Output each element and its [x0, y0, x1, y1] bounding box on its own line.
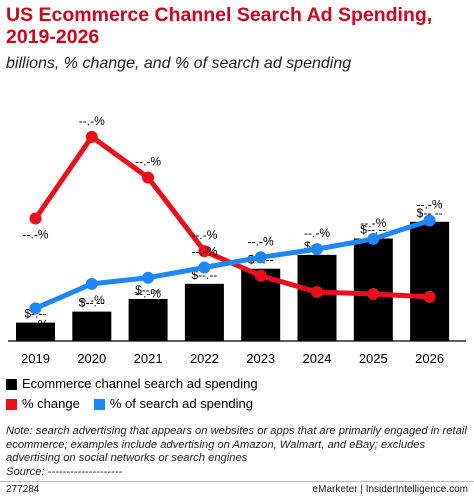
share-point-2020	[85, 277, 98, 290]
bar-2022	[184, 283, 224, 341]
change-point-2025	[367, 288, 380, 301]
share-label-2019: --.-%	[23, 317, 49, 331]
legend-label-share: % of search ad spending	[109, 396, 253, 411]
share-point-2023	[254, 251, 267, 264]
change-label-2021: --.-%	[135, 155, 161, 169]
share-label-2026: --.-%	[417, 198, 443, 212]
bar-label-2025: $--.--	[360, 223, 386, 237]
x-tick-2024: 2024	[303, 351, 332, 366]
chart-title: US Ecommerce Channel Search Ad Spending,…	[6, 4, 433, 48]
chart-note: Note: search advertising that appears on…	[6, 425, 468, 479]
share-point-2024	[311, 243, 323, 256]
bar-2019	[16, 322, 55, 341]
change-label-2019: --.-%	[23, 228, 49, 242]
legend-label-bars: Ecommerce channel search ad spending	[22, 376, 258, 391]
share-label-2023: --.-%	[248, 234, 274, 248]
legend-item-bars: Ecommerce channel search ad spending	[6, 374, 258, 394]
change-point-2021	[142, 171, 155, 184]
source-text: Source: --------------------	[6, 465, 123, 478]
x-tick-2023: 2023	[246, 351, 275, 366]
share-point-2019	[29, 302, 42, 315]
legend-item-change: % change	[6, 394, 80, 414]
change-label-2022: --.-%	[191, 228, 217, 242]
bar-label-2026: $--.--	[417, 206, 443, 220]
bar-2020	[72, 311, 112, 341]
legend-swatch-share	[93, 398, 105, 410]
note-text: Note: search advertising that appears on…	[6, 425, 467, 465]
bar-2026	[410, 221, 450, 341]
change-label-2023: --.-%	[248, 285, 274, 299]
bar-label-2021: $--.--	[135, 283, 161, 297]
share-point-2026	[423, 214, 436, 227]
change-label-2020: --.-%	[79, 114, 105, 128]
bar-label-2022: $--.--	[191, 268, 217, 282]
share-label-2021: --.-%	[135, 287, 161, 301]
change-label-2024: --.-%	[304, 301, 330, 315]
share-line	[33, 218, 433, 311]
change-point-2022	[198, 245, 211, 258]
change-point-2019	[29, 212, 42, 225]
legend-swatch-change	[6, 398, 17, 410]
x-tick-2026: 2026	[415, 351, 444, 366]
x-tick-2019: 2019	[21, 351, 50, 366]
x-tick-2025: 2025	[359, 351, 388, 366]
legend-item-share: % of search ad spending	[93, 394, 253, 414]
share-point-2022	[198, 261, 211, 274]
chart-subtitle: billions, % change, and % of search ad s…	[6, 55, 352, 72]
x-tick-2022: 2022	[190, 351, 219, 366]
change-label-2026: --.-%	[417, 306, 443, 320]
change-point-2024	[311, 286, 323, 298]
legend-label-change: % change	[22, 396, 80, 411]
change-point-2020	[85, 130, 98, 143]
change-label-2025: --.-%	[360, 303, 386, 317]
chart-legend: Ecommerce channel search ad spending % c…	[6, 374, 272, 414]
legend-swatch-bars	[6, 378, 17, 390]
bar-2021	[128, 298, 168, 341]
share-label-2024: --.-%	[304, 226, 330, 240]
change-point-2026	[423, 290, 436, 303]
share-label-2020: --.-%	[79, 293, 105, 307]
share-label-2025: --.-%	[360, 216, 386, 230]
chart-plot: $-.--$--.--$--.--$--.--$--.--$--.--$--.-…	[8, 114, 466, 366]
bar-label-2020: $--.--	[79, 296, 105, 310]
footer-divider	[0, 481, 474, 482]
chart-id: 277284	[6, 484, 40, 495]
x-tick-2020: 2020	[77, 351, 106, 366]
x-tick-2021: 2021	[134, 351, 163, 366]
share-label-2022: --.-%	[191, 245, 217, 259]
change-point-2023	[254, 269, 267, 282]
footer-brand: eMarketer | InsiderIntelligence.com	[312, 484, 468, 495]
share-point-2021	[142, 271, 155, 284]
share-point-2025	[367, 232, 380, 245]
